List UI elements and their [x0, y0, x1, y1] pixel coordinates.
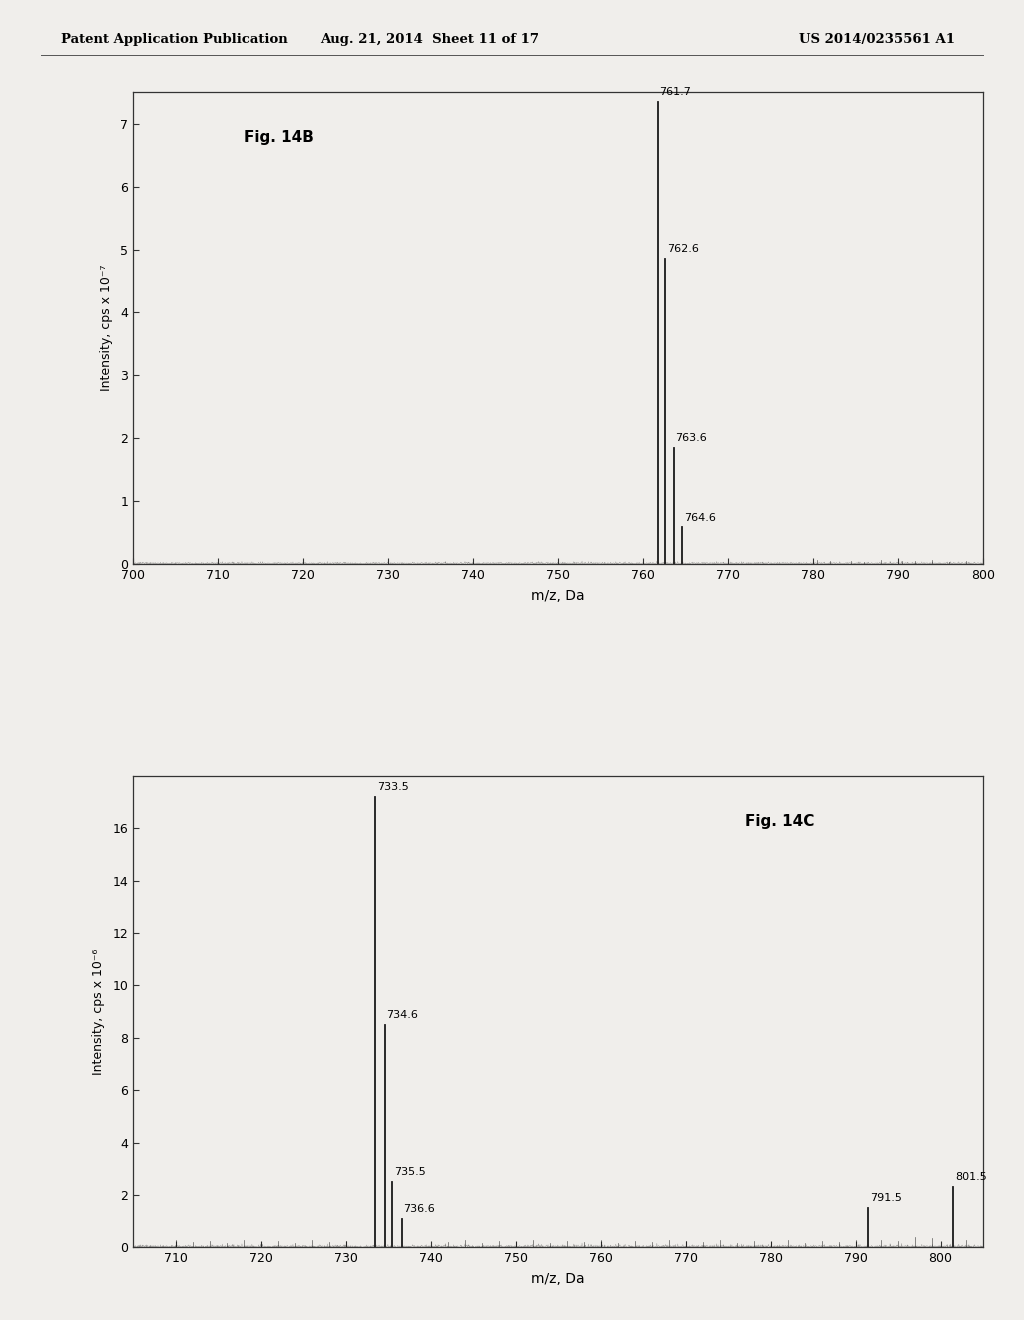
Text: Fig. 14B: Fig. 14B	[244, 131, 313, 145]
Text: 763.6: 763.6	[676, 433, 708, 442]
Text: 735.5: 735.5	[394, 1167, 426, 1177]
Y-axis label: Intensity, cps x 10⁻⁷: Intensity, cps x 10⁻⁷	[100, 265, 114, 391]
Text: Fig. 14C: Fig. 14C	[745, 813, 814, 829]
Text: 761.7: 761.7	[659, 87, 691, 98]
Text: Aug. 21, 2014  Sheet 11 of 17: Aug. 21, 2014 Sheet 11 of 17	[321, 33, 540, 46]
Text: 734.6: 734.6	[386, 1010, 418, 1020]
Text: 733.5: 733.5	[377, 783, 409, 792]
Text: 801.5: 801.5	[955, 1172, 987, 1183]
Text: 762.6: 762.6	[667, 244, 698, 255]
Text: Patent Application Publication: Patent Application Publication	[61, 33, 288, 46]
Text: 791.5: 791.5	[870, 1193, 902, 1204]
Y-axis label: Intensity, cps x 10⁻⁶: Intensity, cps x 10⁻⁶	[92, 949, 105, 1074]
X-axis label: m/z, Da: m/z, Da	[531, 1272, 585, 1286]
X-axis label: m/z, Da: m/z, Da	[531, 589, 585, 603]
Text: 764.6: 764.6	[684, 512, 716, 523]
Text: 736.6: 736.6	[403, 1204, 435, 1214]
Text: US 2014/0235561 A1: US 2014/0235561 A1	[799, 33, 954, 46]
